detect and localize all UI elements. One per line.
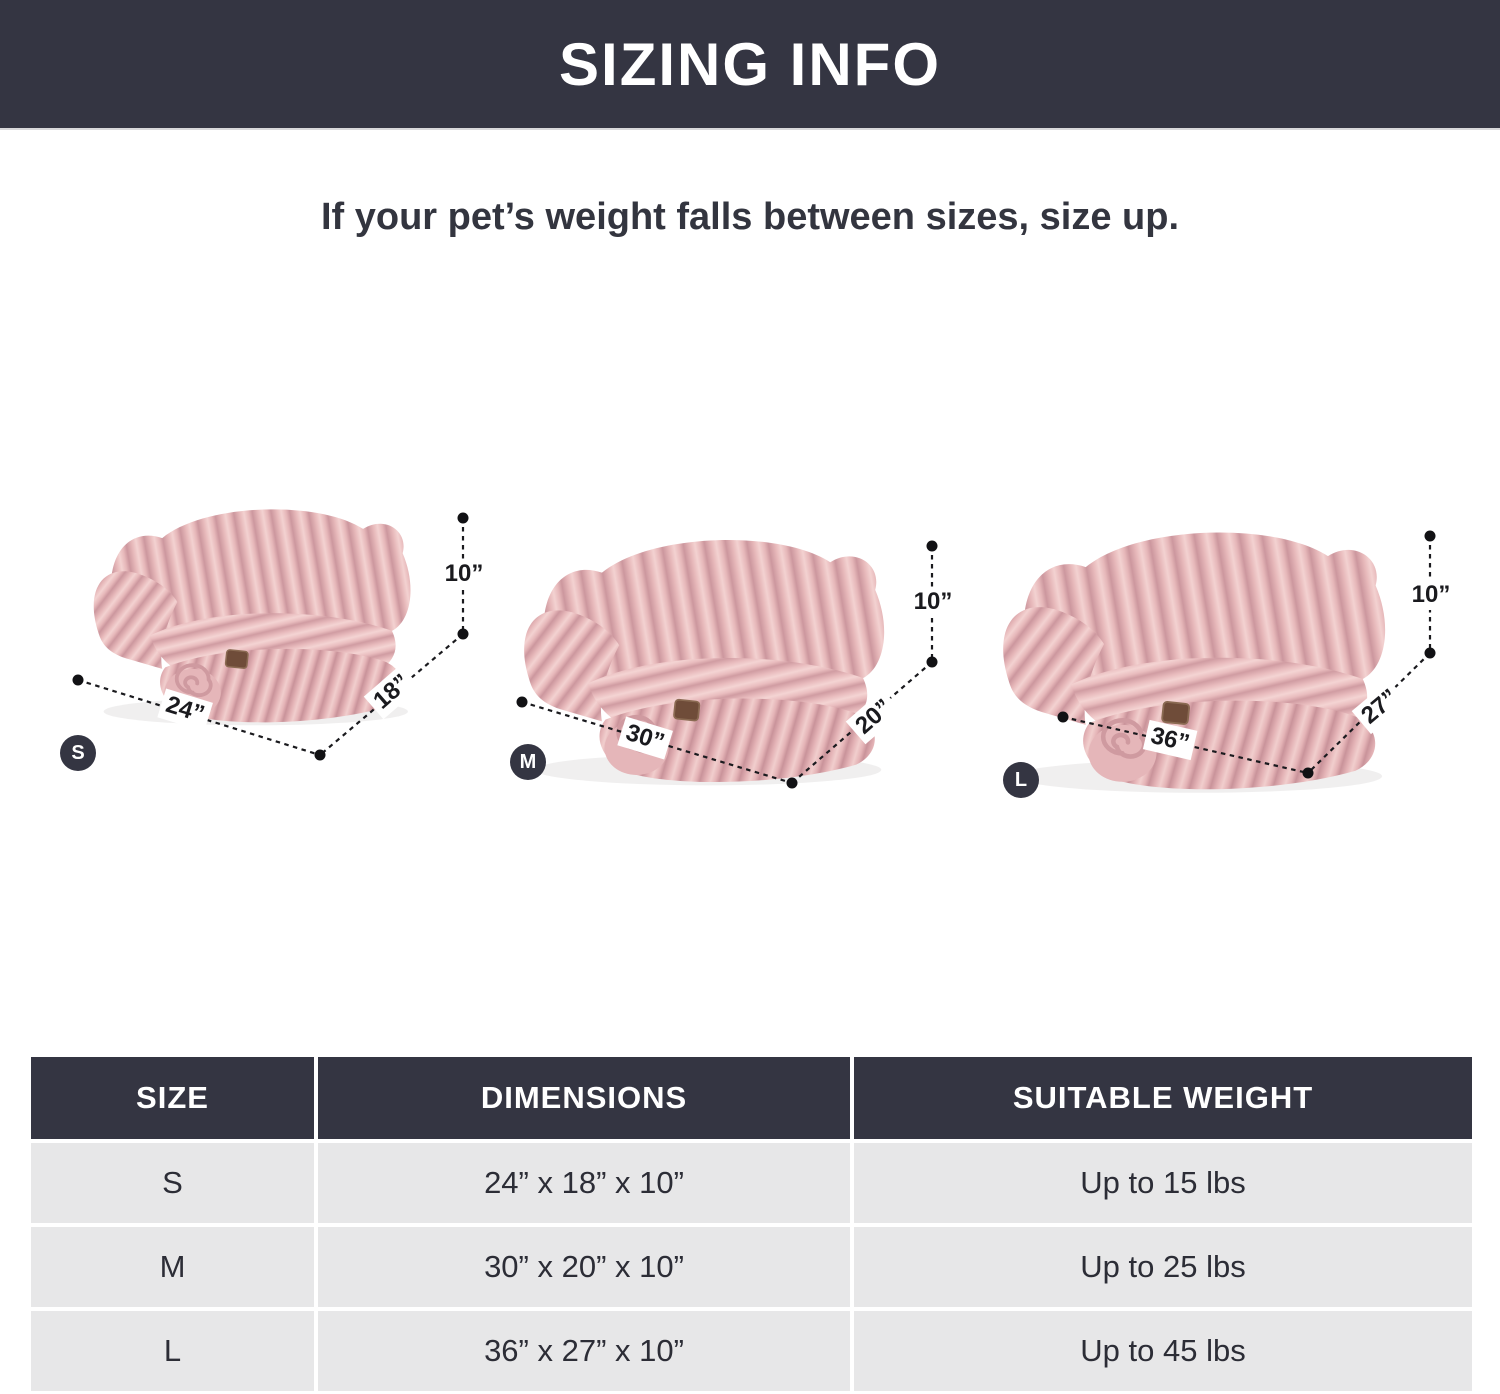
table-cell-weight-l: Up to 45 lbs <box>854 1311 1472 1391</box>
table-header-size: SIZE <box>31 1057 314 1139</box>
bed-illustration-large <box>983 490 1405 802</box>
size-badge-l: L <box>1003 762 1039 798</box>
table-header-weight: SUITABLE WEIGHT <box>854 1057 1472 1139</box>
table-cell-size-s: S <box>31 1143 314 1223</box>
table-cell-size-l: L <box>31 1311 314 1391</box>
sizing-table: SIZE DIMENSIONS SUITABLE WEIGHT S 24” x … <box>31 1057 1472 1391</box>
dim-label-height-l: 10” <box>1406 580 1456 610</box>
header-banner: SIZING INFO <box>0 0 1500 130</box>
table-header-dimensions: DIMENSIONS <box>318 1057 850 1139</box>
pet-sofa-image-medium <box>505 500 903 794</box>
bed-illustration-medium <box>505 500 903 794</box>
pet-sofa-image-large <box>983 490 1405 802</box>
table-cell-size-m: M <box>31 1227 314 1307</box>
table-cell-dimensions-l: 36” x 27” x 10” <box>318 1311 850 1391</box>
size-badge-s: S <box>60 735 96 771</box>
table-cell-dimensions-s: 24” x 18” x 10” <box>318 1143 850 1223</box>
table-cell-weight-s: Up to 15 lbs <box>854 1143 1472 1223</box>
page-title: SIZING INFO <box>559 30 941 98</box>
table-cell-dimensions-m: 30” x 20” x 10” <box>318 1227 850 1307</box>
dim-label-height-m: 10” <box>908 587 958 617</box>
subtitle-text: If your pet’s weight falls between sizes… <box>320 196 1180 238</box>
dim-label-height-s: 10” <box>439 559 489 589</box>
table-cell-weight-m: Up to 25 lbs <box>854 1227 1472 1307</box>
size-badge-m: M <box>510 744 546 780</box>
